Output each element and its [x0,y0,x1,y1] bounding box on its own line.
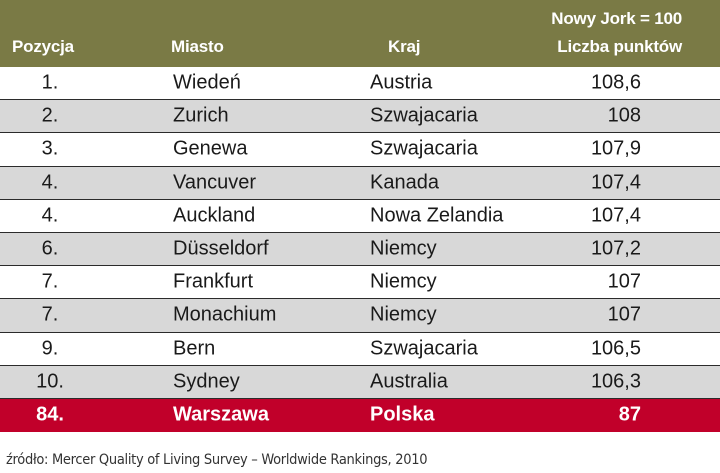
cell-country: Szwajacaria [370,104,478,127]
cell-country: Austria [370,71,433,94]
table-row: 7. Monachium Niemcy 107 [0,299,720,333]
cell-country: Nowa Zelandia [370,204,504,227]
cell-position: 7. [41,270,59,293]
cell-position: 84. [36,403,64,426]
cell-position: 1. [41,71,59,94]
cell-position: 9. [41,337,59,360]
cell-country: Australia [370,370,448,393]
cell-country: Polska [370,403,435,426]
table-row: 9. Bern Szwajacaria 106,5 [0,332,720,366]
cell-country: Niemcy [370,270,437,293]
cell-city: Frankfurt [173,270,254,293]
cell-city: Sydney [173,370,240,393]
cell-city: Auckland [173,204,256,227]
cell-points: 107,4 [590,204,641,227]
table-row: 6. Düsseldorf Niemcy 107,2 [0,232,720,267]
cell-position: 4. [41,171,59,194]
cell-position: 4. [41,204,59,227]
header-position: Pozycja [12,37,74,56]
cell-country: Szwajacaria [370,137,478,160]
table-body: 1. Wiedeń Austria 108,6 2. Zurich Szwajacaria 1… [0,67,720,433]
table-row: 4. Auckland Nowa Zelandia 107,4 [0,199,720,233]
table-row: 3. Genewa Szwajacaria 107,9 [0,133,720,167]
cell-country: Niemcy [370,237,437,260]
cell-city: Wiedeń [173,71,241,94]
cell-position: 2. [41,104,59,127]
cell-country: Kanada [370,171,439,194]
cell-points: 107 [607,303,641,326]
source-note: źródło: Mercer Quality of Living Survey … [6,452,428,468]
header-points: Liczba punktów [557,37,682,56]
cell-points: 106,5 [590,337,641,360]
cell-points: 107 [607,270,641,293]
cell-points: 106,3 [590,370,641,393]
cell-city: Zurich [173,104,229,127]
cell-city: Genewa [173,137,248,160]
cell-country: Niemcy [370,303,437,326]
cell-position: 6. [41,237,59,260]
cell-city: Bern [173,337,216,360]
table-header: Pozycja Miasto Kraj Nowy Jork = 100 Licz… [0,0,720,67]
table-row-highlight: 84. Warszawa Polska 87 [0,398,720,433]
cell-points: 87 [618,403,641,426]
header-city: Miasto [171,37,224,56]
cell-position: 3. [41,137,59,160]
table-row: 10. Sydney Australia 106,3 [0,365,720,399]
cell-city: Vancuver [173,171,257,194]
table-row: 1. Wiedeń Austria 108,6 [0,67,720,101]
cell-points: 107,4 [590,171,641,194]
header-reference: Nowy Jork = 100 [551,9,682,28]
header-country: Kraj [388,37,421,56]
cell-city: Monachium [173,303,277,326]
cell-position: 7. [41,303,59,326]
cell-city: Düsseldorf [173,237,269,260]
table-row: 2. Zurich Szwajacaria 108 [0,100,720,134]
table-row: 4. Vancuver Kanada 107,4 [0,166,720,200]
cell-points: 108 [607,104,641,127]
cell-points: 107,9 [590,137,641,160]
cell-points: 108,6 [590,71,641,94]
cell-city: Warszawa [173,403,269,426]
cell-position: 10. [36,370,64,393]
cell-points: 107,2 [590,237,641,260]
table-row: 7. Frankfurt Niemcy 107 [0,266,720,300]
cell-country: Szwajacaria [370,337,478,360]
